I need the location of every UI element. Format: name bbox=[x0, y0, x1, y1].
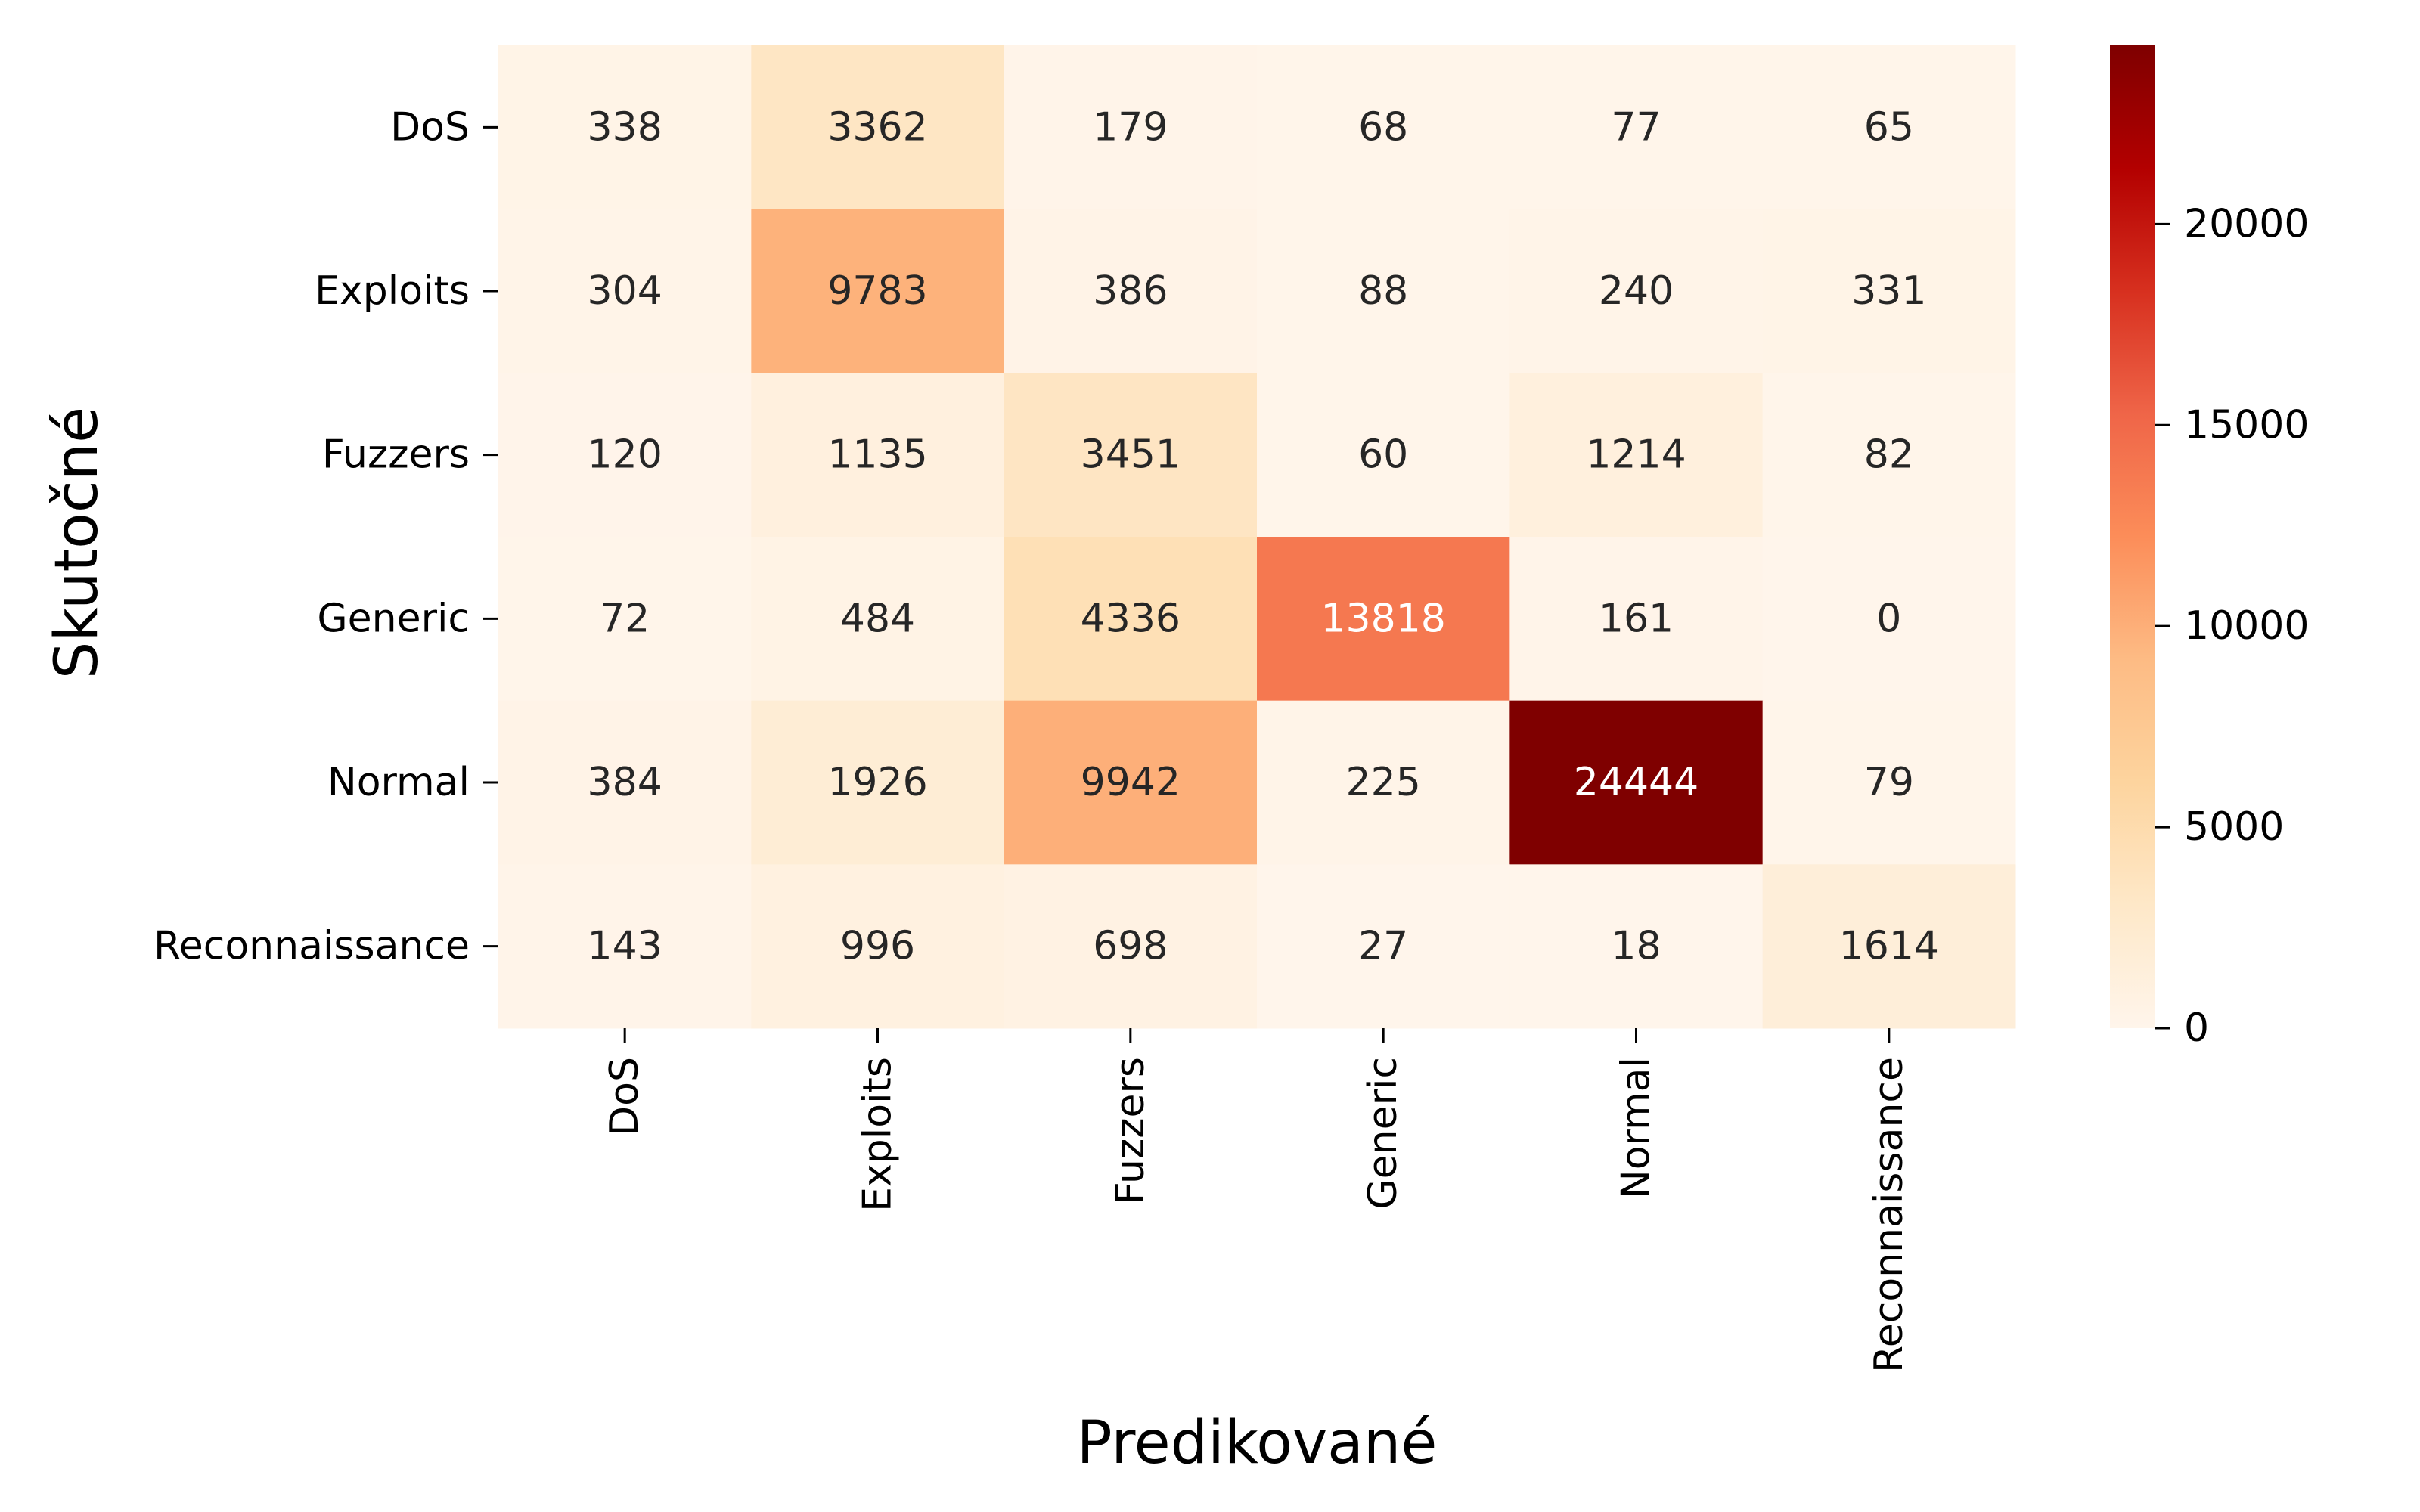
cell-value-label: 304 bbox=[588, 268, 662, 314]
heatmap-cell bbox=[1509, 209, 1764, 373]
y-axis-title: Skutočné bbox=[43, 407, 111, 679]
heatmap-cell bbox=[1762, 373, 2016, 538]
cell-value-label: 1614 bbox=[1839, 924, 1939, 969]
x-tick-label: DoS bbox=[602, 1057, 647, 1136]
cell-value-label: 60 bbox=[1358, 432, 1408, 478]
cell-value-label: 9942 bbox=[1081, 760, 1181, 805]
heatmap-cell bbox=[1509, 700, 1764, 865]
colorbar: 0 5000 10000 15000 20000 bbox=[2110, 45, 2309, 1051]
heatmap-cell bbox=[751, 45, 1005, 210]
heatmap-cell bbox=[498, 209, 752, 373]
heatmap-cell bbox=[1762, 537, 2016, 702]
heatmap-cell bbox=[1762, 700, 2016, 865]
colorbar-tick-label: 10000 bbox=[2184, 603, 2309, 649]
colorbar-bar bbox=[2110, 45, 2155, 1028]
cell-value-label: 88 bbox=[1358, 268, 1408, 314]
cell-value-label: 72 bbox=[600, 596, 650, 641]
heatmap-cell bbox=[1004, 864, 1258, 1029]
cell-value-label: 13818 bbox=[1320, 596, 1445, 641]
cell-value-label: 996 bbox=[840, 924, 915, 969]
x-axis-title: Predikované bbox=[1077, 1409, 1438, 1477]
heatmap-cell-labels: 338 3362 179 68 77 65 304 9783 386 88 240 331 120 113… bbox=[588, 104, 1939, 968]
heatmap-cell bbox=[1257, 373, 1510, 538]
cell-value-label: 338 bbox=[588, 104, 662, 150]
heatmap-cell bbox=[751, 209, 1005, 373]
heatmap-cell bbox=[498, 45, 752, 210]
heatmap-cell bbox=[1762, 209, 2016, 373]
y-tick-label: Exploits bbox=[315, 268, 470, 314]
colorbar-tick-label: 20000 bbox=[2184, 201, 2309, 246]
cell-value-label: 68 bbox=[1358, 104, 1408, 150]
heatmap-cell bbox=[1257, 864, 1510, 1029]
y-tick-label: Generic bbox=[317, 596, 470, 641]
y-tick-label: Fuzzers bbox=[322, 432, 470, 478]
heatmap-cell bbox=[1509, 537, 1764, 702]
y-tick-label: Reconnaissance bbox=[154, 924, 470, 969]
x-tick-label: Normal bbox=[1614, 1057, 1659, 1199]
x-tick-label: Reconnaissance bbox=[1866, 1057, 1912, 1373]
heatmap-cell bbox=[1257, 209, 1510, 373]
cell-value-label: 698 bbox=[1093, 924, 1168, 969]
cell-value-label: 18 bbox=[1611, 924, 1661, 969]
cell-value-label: 1135 bbox=[827, 432, 927, 478]
heatmap-cell bbox=[751, 537, 1005, 702]
cell-value-label: 143 bbox=[588, 924, 662, 969]
cell-value-label: 225 bbox=[1346, 760, 1421, 805]
heatmap-cell bbox=[751, 864, 1005, 1029]
cell-value-label: 384 bbox=[588, 760, 662, 805]
heatmap-cell bbox=[751, 373, 1005, 538]
y-tick-label: Normal bbox=[327, 760, 470, 805]
cell-value-label: 386 bbox=[1093, 268, 1168, 314]
heatmap-cell bbox=[1004, 373, 1258, 538]
colorbar-tick-label: 15000 bbox=[2184, 402, 2309, 448]
x-tick-label: Fuzzers bbox=[1108, 1057, 1153, 1204]
cell-value-label: 240 bbox=[1599, 268, 1674, 314]
cell-value-label: 0 bbox=[1876, 596, 1901, 641]
heatmap-cell bbox=[1762, 45, 2016, 210]
heatmap-cell bbox=[1509, 373, 1764, 538]
cell-value-label: 331 bbox=[1851, 268, 1926, 314]
colorbar-tick-label: 5000 bbox=[2184, 804, 2284, 850]
cell-value-label: 120 bbox=[588, 432, 662, 478]
heatmap-cell bbox=[1762, 864, 2016, 1029]
cell-value-label: 3362 bbox=[827, 104, 927, 150]
heatmap-cell bbox=[1257, 700, 1510, 865]
heatmap-cell bbox=[1257, 537, 1510, 702]
heatmap-cell bbox=[1004, 537, 1258, 702]
cell-value-label: 82 bbox=[1864, 432, 1914, 478]
heatmap-cell bbox=[1004, 209, 1258, 373]
cell-value-label: 1926 bbox=[827, 760, 927, 805]
heatmap-cell bbox=[1509, 864, 1764, 1029]
heatmap-cell bbox=[1257, 45, 1510, 210]
heatmap-cell bbox=[1004, 700, 1258, 865]
cell-value-label: 484 bbox=[840, 596, 915, 641]
heatmap-cell bbox=[498, 864, 752, 1029]
cell-value-label: 77 bbox=[1611, 104, 1661, 150]
cell-value-label: 161 bbox=[1599, 596, 1674, 641]
cell-value-label: 4336 bbox=[1081, 596, 1181, 641]
colorbar-tick-label: 0 bbox=[2184, 1005, 2209, 1051]
cell-value-label: 65 bbox=[1864, 104, 1914, 150]
heatmap-cells bbox=[498, 45, 2016, 1029]
cell-value-label: 9783 bbox=[827, 268, 927, 314]
y-tick-label: DoS bbox=[390, 104, 470, 150]
colorbar-ticks: 0 5000 10000 15000 20000 bbox=[2155, 201, 2309, 1051]
heatmap-cell bbox=[498, 700, 752, 865]
heatmap-cell bbox=[498, 373, 752, 538]
x-tick-label: Generic bbox=[1360, 1057, 1406, 1210]
cell-value-label: 3451 bbox=[1081, 432, 1181, 478]
cell-value-label: 79 bbox=[1864, 760, 1914, 805]
heatmap-cell bbox=[751, 700, 1005, 865]
cell-value-label: 24444 bbox=[1574, 760, 1699, 805]
cell-value-label: 1214 bbox=[1586, 432, 1686, 478]
heatmap-cell bbox=[1509, 45, 1764, 210]
heatmap-cell bbox=[1004, 45, 1258, 210]
x-tick-label: Exploits bbox=[855, 1057, 901, 1212]
x-axis: DoS Exploits Fuzzers Generic Normal Reconnais… bbox=[602, 1028, 1912, 1373]
heatmap-cell bbox=[498, 537, 752, 702]
cell-value-label: 27 bbox=[1358, 924, 1408, 969]
cell-value-label: 179 bbox=[1093, 104, 1168, 150]
y-axis: DoS Exploits Fuzzers Generic Normal Reconnais… bbox=[154, 104, 498, 969]
